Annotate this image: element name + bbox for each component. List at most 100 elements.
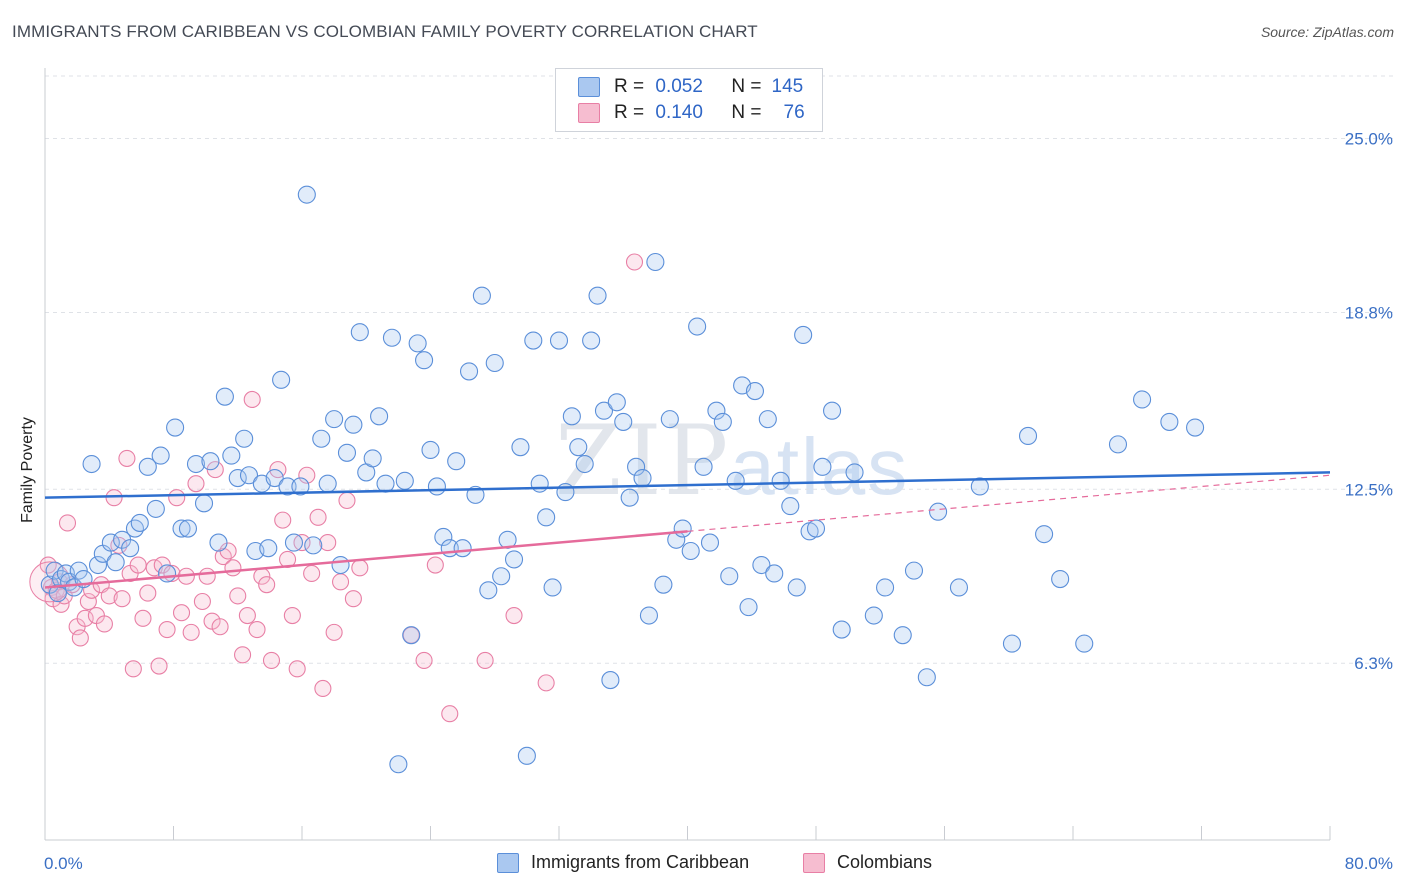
chart-title: IMMIGRANTS FROM CARIBBEAN VS COLOMBIAN F… bbox=[12, 22, 758, 41]
data-point-caribbean bbox=[125, 519, 144, 538]
data-point-caribbean bbox=[607, 393, 626, 412]
data-point-caribbean bbox=[601, 671, 620, 690]
data-point-caribbean bbox=[215, 387, 234, 406]
data-point-caribbean bbox=[453, 539, 472, 558]
trend-line-colombians bbox=[44, 530, 688, 589]
legend-n-value: 76 bbox=[783, 102, 805, 123]
data-point-caribbean bbox=[575, 454, 594, 474]
data-point-caribbean bbox=[259, 539, 278, 558]
grid-lines bbox=[45, 75, 1395, 664]
legend-swatch-blue bbox=[578, 77, 600, 97]
data-point-colombians bbox=[95, 615, 113, 633]
data-point-caribbean bbox=[752, 555, 771, 575]
data-point-caribbean bbox=[101, 533, 120, 552]
data-point-caribbean bbox=[646, 252, 665, 272]
legend-item-colombians[interactable]: Colombians bbox=[803, 852, 932, 873]
y-tick-label: 12.5% bbox=[1345, 480, 1393, 499]
data-point-colombians bbox=[158, 621, 176, 639]
data-point-cluster bbox=[29, 561, 71, 603]
data-point-colombians bbox=[537, 674, 555, 692]
data-point-caribbean bbox=[479, 581, 498, 600]
data-point-caribbean bbox=[318, 474, 337, 493]
data-point-caribbean bbox=[376, 474, 395, 493]
data-point-caribbean bbox=[832, 620, 851, 639]
data-point-colombians bbox=[262, 651, 281, 669]
data-point-caribbean bbox=[1160, 412, 1179, 431]
watermark-atlas: atlas bbox=[730, 422, 910, 511]
legend-item-caribbean[interactable]: Immigrants from Caribbean bbox=[497, 852, 749, 873]
data-point-caribbean bbox=[530, 474, 549, 493]
data-point-colombians bbox=[351, 559, 369, 577]
legend-r-value: 0.052 bbox=[655, 76, 703, 97]
data-point-caribbean bbox=[1018, 426, 1038, 446]
data-point-caribbean bbox=[633, 468, 652, 488]
source-label: Source: ZipAtlas.com bbox=[1260, 24, 1394, 40]
data-point-colombians bbox=[182, 623, 200, 641]
data-point-caribbean bbox=[794, 325, 813, 344]
data-point-caribbean bbox=[681, 541, 700, 561]
data-point-caribbean bbox=[758, 410, 777, 429]
data-point-caribbean bbox=[765, 564, 784, 583]
data-point-caribbean bbox=[588, 286, 607, 305]
data-point-caribbean bbox=[186, 454, 206, 474]
data-point-colombians bbox=[139, 584, 157, 602]
data-point-caribbean bbox=[278, 477, 297, 496]
data-point-caribbean bbox=[291, 477, 310, 496]
data-point-caribbean bbox=[537, 508, 556, 527]
data-point-colombians bbox=[187, 475, 205, 493]
data-point-caribbean bbox=[524, 331, 543, 350]
data-point-colombians bbox=[224, 559, 242, 577]
data-point-colombians bbox=[415, 651, 433, 669]
legend-row-colombians: R = 0.140 N = 76 bbox=[578, 101, 805, 125]
data-point-caribbean bbox=[504, 550, 524, 569]
data-point-caribbean bbox=[370, 407, 389, 426]
data-point-caribbean bbox=[813, 457, 832, 476]
data-point-colombians bbox=[258, 576, 276, 594]
legend-n-label: N = bbox=[731, 76, 762, 97]
data-point-caribbean bbox=[543, 578, 562, 597]
data-point-caribbean bbox=[106, 553, 125, 572]
legend-r-label: R = bbox=[614, 76, 645, 97]
data-point-caribbean bbox=[745, 382, 765, 401]
data-point-caribbean bbox=[209, 533, 228, 552]
data-point-caribbean bbox=[1186, 418, 1205, 437]
data-point-colombians bbox=[426, 556, 444, 574]
data-point-caribbean bbox=[688, 317, 707, 336]
data-point-caribbean bbox=[146, 499, 165, 518]
data-point-colombians bbox=[238, 606, 256, 625]
data-point-caribbean bbox=[178, 519, 198, 538]
data-point-colombians bbox=[134, 609, 152, 627]
data-point-colombians bbox=[625, 253, 644, 271]
data-point-caribbean bbox=[673, 519, 692, 538]
legend-label-caribbean: Immigrants from Caribbean bbox=[531, 852, 750, 872]
data-point-caribbean bbox=[459, 362, 479, 381]
data-point-caribbean bbox=[627, 457, 646, 476]
data-point-colombians bbox=[344, 590, 362, 608]
data-point-caribbean bbox=[823, 401, 842, 420]
data-point-colombians bbox=[214, 548, 232, 566]
data-point-caribbean bbox=[614, 412, 633, 431]
data-point-colombians bbox=[283, 606, 301, 625]
data-point-caribbean bbox=[421, 440, 440, 460]
data-point-colombians bbox=[58, 514, 77, 532]
data-point-colombians bbox=[124, 660, 142, 678]
data-point-caribbean bbox=[344, 415, 363, 434]
trend-line-colombians-extension bbox=[687, 474, 1331, 532]
data-point-caribbean bbox=[806, 519, 826, 538]
data-point-caribbean bbox=[284, 533, 304, 552]
data-point-colombians bbox=[274, 511, 292, 529]
data-point-colombians bbox=[172, 604, 191, 622]
data-point-colombians bbox=[314, 679, 332, 698]
correlation-legend: R = 0.052 N = 145 R = 0.140 N = 76 bbox=[555, 68, 823, 132]
data-point-caribbean bbox=[48, 584, 67, 603]
legend-label-colombians: Colombians bbox=[837, 852, 933, 872]
data-point-caribbean bbox=[1035, 525, 1054, 544]
data-point-caribbean bbox=[325, 410, 344, 429]
data-point-caribbean bbox=[415, 351, 434, 370]
data-point-colombians bbox=[243, 390, 261, 409]
data-point-caribbean bbox=[304, 536, 323, 555]
data-point-caribbean bbox=[151, 446, 170, 465]
watermark: ZIPatlas bbox=[555, 405, 909, 517]
legend-swatch-pink bbox=[803, 852, 825, 873]
